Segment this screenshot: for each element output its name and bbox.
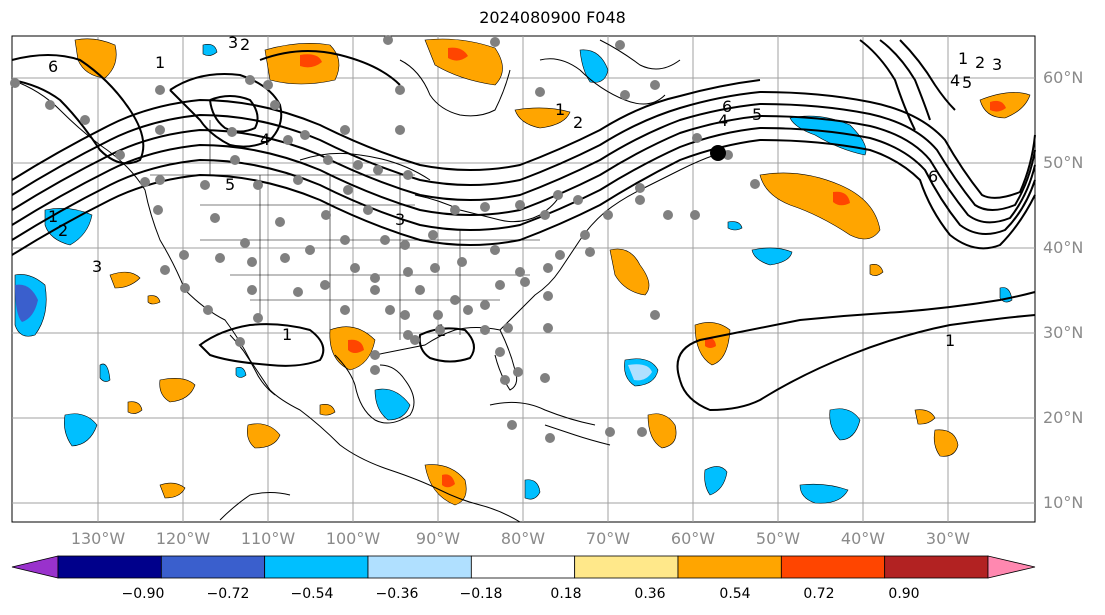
lon-label: 30°W bbox=[925, 529, 971, 548]
shading-strong-positive bbox=[300, 47, 1006, 488]
contour-label: 2 bbox=[240, 35, 250, 54]
lon-label: 90°W bbox=[415, 529, 461, 548]
shading-negative bbox=[14, 44, 1013, 504]
colorbar-tick-label: 0.90 bbox=[888, 586, 920, 602]
contour-label: 4 bbox=[260, 130, 270, 149]
contour-label: 4 bbox=[718, 111, 728, 130]
lon-label: 70°W bbox=[585, 529, 631, 548]
colorbar-tick-label: −0.54 bbox=[290, 586, 334, 602]
lon-label: 120°W bbox=[155, 529, 211, 548]
colorbar-segment bbox=[57, 555, 162, 579]
contour-label: 3 bbox=[228, 33, 238, 52]
contour-label: 4 bbox=[950, 71, 960, 90]
colorbar-tick-label: −0.72 bbox=[206, 586, 250, 602]
contour-label: 1 bbox=[155, 53, 165, 72]
contour-lines bbox=[11, 39, 1036, 412]
contour-label: 6 bbox=[928, 167, 938, 186]
contour-label: 1 bbox=[555, 100, 565, 119]
contour-label: 3 bbox=[92, 257, 102, 276]
contour-label: 1 bbox=[282, 325, 292, 344]
lat-label: 40°N bbox=[1043, 238, 1084, 257]
colorbar-tick-label: 0.54 bbox=[719, 586, 751, 602]
map-title: 2024080900 F048 bbox=[479, 8, 626, 27]
contour-label: 5 bbox=[962, 73, 972, 92]
lat-label: 50°N bbox=[1043, 153, 1084, 172]
contour-label: 2 bbox=[975, 53, 985, 72]
lon-label: 40°W bbox=[840, 529, 886, 548]
colorbar-tick-label: −0.90 bbox=[121, 586, 165, 602]
shading-light-negative bbox=[628, 364, 652, 381]
lon-label: 50°W bbox=[755, 529, 801, 548]
lon-label: 100°W bbox=[325, 529, 381, 548]
highlight-marker bbox=[710, 145, 726, 161]
colorbar-segment bbox=[780, 555, 886, 579]
lon-label: 80°W bbox=[500, 529, 546, 548]
contour-label: 1 bbox=[958, 49, 968, 68]
lon-label: 60°W bbox=[670, 529, 716, 548]
colorbar-tick-label: −0.36 bbox=[375, 586, 419, 602]
colorbar-segment bbox=[574, 555, 679, 579]
contour-label: 5 bbox=[752, 105, 762, 124]
shading-strong-negative bbox=[15, 284, 38, 322]
lat-label: 10°N bbox=[1043, 493, 1084, 512]
lon-label: 110°W bbox=[240, 529, 296, 548]
colorbar-tick-label: 0.36 bbox=[634, 586, 666, 602]
colorbar-extend-min bbox=[11, 555, 59, 579]
colorbar bbox=[11, 555, 1036, 579]
colorbar-segment bbox=[884, 555, 989, 579]
lat-label: 60°N bbox=[1043, 68, 1084, 87]
contour-label: 1 bbox=[945, 331, 955, 350]
colorbar-tick-label: −0.18 bbox=[459, 586, 503, 602]
contour-label: 3 bbox=[395, 210, 405, 229]
contour-label: 2 bbox=[58, 221, 68, 240]
lat-label: 30°N bbox=[1043, 323, 1084, 342]
colorbar-segment bbox=[160, 555, 266, 579]
contour-label: 1 bbox=[48, 207, 58, 226]
contour-label: 6 bbox=[48, 57, 58, 76]
lat-label: 20°N bbox=[1043, 408, 1084, 427]
contour-label: 2 bbox=[573, 113, 583, 132]
colorbar-segment bbox=[264, 555, 369, 579]
lon-label: 130°W bbox=[70, 529, 126, 548]
colorbar-tick-label: 0.18 bbox=[550, 586, 582, 602]
colorbar-segment bbox=[677, 555, 782, 579]
contour-label: 3 bbox=[992, 55, 1002, 74]
colorbar-extend-max bbox=[987, 555, 1036, 579]
colorbar-segment bbox=[367, 555, 472, 579]
colorbar-segment bbox=[470, 555, 576, 579]
contour-label: 6 bbox=[722, 97, 732, 116]
contour-label: 5 bbox=[225, 175, 235, 194]
station-markers bbox=[10, 35, 760, 443]
colorbar-tick-label: 0.72 bbox=[803, 586, 835, 602]
